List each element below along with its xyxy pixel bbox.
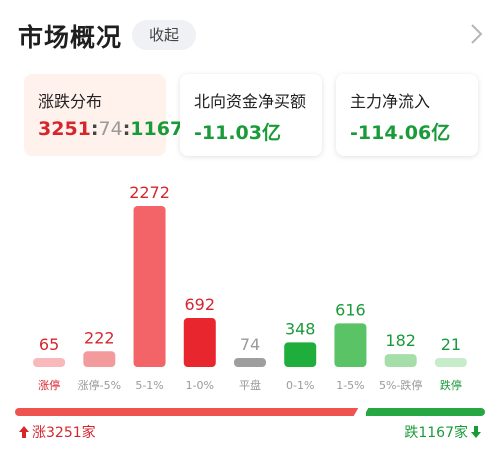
card-label: 主力净流入: [350, 92, 431, 111]
arrow-down-icon: [471, 426, 481, 438]
collapse-button[interactable]: 收起: [132, 20, 196, 50]
rise-summary-text: 涨3251家: [32, 425, 96, 441]
category-label: 平盘: [239, 378, 261, 392]
up-count: 3251: [38, 118, 91, 140]
arrow-up-icon: [19, 426, 29, 438]
chevron-right-icon[interactable]: [466, 22, 486, 46]
bar-value-label: 616: [335, 300, 366, 319]
category-label: 1-0%: [186, 379, 214, 392]
bar-value-label: 348: [285, 319, 316, 338]
category-label: 涨停-5%: [78, 378, 121, 392]
bar-value-label: 21: [441, 335, 461, 354]
bar-2[interactable]: [133, 206, 166, 367]
bar-6[interactable]: [334, 323, 367, 367]
category-label: 跌停: [440, 378, 462, 392]
category-label: 5-1%: [135, 379, 163, 392]
bar-5[interactable]: [284, 342, 317, 367]
bar-1[interactable]: [83, 351, 116, 367]
down-count: 1167: [130, 118, 184, 140]
bar-8[interactable]: [434, 358, 467, 367]
bar-value-label: 182: [385, 331, 416, 350]
bar-0[interactable]: [33, 358, 66, 367]
page-title: 市场概况: [18, 23, 123, 52]
bar-value-label: 65: [39, 335, 59, 354]
card-northbound-net-buy[interactable]: 北向资金净买额 -11.03亿: [180, 74, 322, 156]
card-label: 北向资金净买额: [194, 92, 307, 111]
bar-value-label: 74: [240, 335, 260, 354]
category-label: 5%-跌停: [379, 378, 422, 392]
rise-fall-ratio: 3251:74:1167: [38, 118, 183, 140]
ratio-separator: :: [90, 118, 99, 140]
rise-fall-ratio-bar: [15, 406, 485, 418]
category-label: 1-5%: [336, 379, 364, 392]
bar-value-label: 2272: [129, 183, 170, 202]
card-main-net-inflow[interactable]: 主力净流入 -114.06亿: [336, 74, 478, 156]
fall-ratio-segment: [366, 408, 485, 416]
fall-summary-text: 跌1167家: [404, 425, 468, 441]
category-label: 涨停: [38, 378, 60, 392]
rise-ratio-segment: [15, 408, 358, 416]
bar-4[interactable]: [234, 358, 266, 367]
bar-value-label: 222: [84, 328, 115, 347]
card-rise-fall-distribution[interactable]: 涨跌分布 3251:74:1167: [24, 74, 183, 156]
bar-3[interactable]: [183, 317, 216, 367]
card-label: 涨跌分布: [38, 92, 103, 111]
header: 市场概况 收起: [0, 0, 500, 70]
category-label: 0-1%: [286, 379, 314, 392]
northbound-net-buy-value: -11.03亿: [194, 122, 281, 144]
flat-count: 74: [98, 118, 123, 140]
bar-value-label: 692: [185, 295, 216, 314]
ratio-separator: :: [122, 118, 131, 140]
main-net-inflow-value: -114.06亿: [350, 122, 451, 144]
rise-fall-distribution-chart: 65 涨停 222 涨停-5% 2272 5-1% 692 1-0% 74 平盘 348 0-1% 61…: [33, 183, 467, 392]
bar-7[interactable]: [384, 354, 417, 367]
rise-summary: 涨3251家: [16, 422, 96, 442]
fall-summary: 跌1167家: [404, 422, 484, 442]
